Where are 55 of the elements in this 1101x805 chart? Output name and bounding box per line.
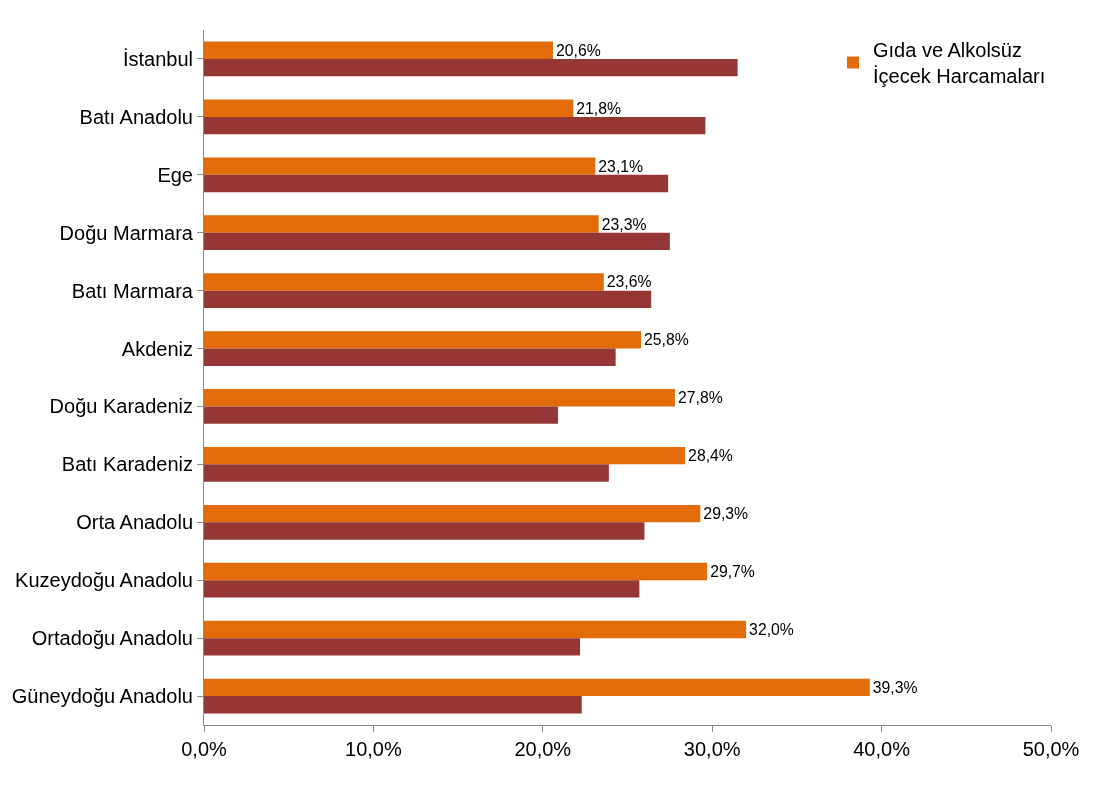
data-label: 27,8% xyxy=(677,389,723,407)
y-tick-label: Ortadoğu Anadolu xyxy=(31,627,193,650)
bar xyxy=(204,638,581,656)
y-tick-label: İstanbul xyxy=(122,47,193,70)
bar xyxy=(204,620,747,639)
bar xyxy=(204,290,652,308)
y-tick-label: Doğu Marmara xyxy=(59,221,194,244)
bar xyxy=(204,348,616,366)
bar xyxy=(204,232,670,251)
bar xyxy=(204,174,669,193)
x-tick-label: 10,0% xyxy=(345,738,402,760)
legend-label: Gıda ve Alkolsüz İçecek Harcamaları xyxy=(873,39,1046,88)
y-tick-label: Akdeniz xyxy=(121,337,193,360)
bar xyxy=(204,157,596,175)
y-tick-label: Batı Anadolu xyxy=(79,105,193,128)
x-tick-label: 0,0% xyxy=(181,738,228,760)
bar xyxy=(204,406,559,424)
bar xyxy=(204,678,870,697)
x-tick-label: 20,0% xyxy=(514,738,572,760)
bar xyxy=(204,447,686,465)
data-label: 20,6% xyxy=(555,41,601,59)
y-tick-label: Güneydoğu Anadolu xyxy=(11,685,193,708)
bar xyxy=(204,389,675,407)
y-tick-label: Kuzeydoğu Anadolu xyxy=(15,569,193,592)
y-tick-label: Batı Karadeniz xyxy=(61,453,193,476)
x-tick-label: 50,0% xyxy=(1022,738,1080,760)
bar xyxy=(204,580,640,598)
bar xyxy=(204,41,553,59)
data-label: 25,8% xyxy=(644,331,689,349)
data-label: 23,3% xyxy=(601,215,647,233)
y-tick-label: Orta Anadolu xyxy=(76,511,193,534)
y-tick-label: Batı Marmara xyxy=(71,279,194,302)
bar xyxy=(204,696,582,714)
y-tick-label: Doğu Karadeniz xyxy=(49,395,193,418)
data-label: 29,7% xyxy=(710,563,755,581)
data-label: 39,3% xyxy=(872,678,918,696)
bar xyxy=(204,273,604,291)
bar xyxy=(204,464,609,482)
data-label: 28,4% xyxy=(688,447,733,465)
bar xyxy=(204,522,645,540)
bar xyxy=(204,99,574,117)
bar xyxy=(204,58,738,77)
y-tick-label: Ege xyxy=(157,163,193,186)
bar xyxy=(204,504,701,523)
bar xyxy=(204,215,599,233)
data-label: 23,1% xyxy=(598,157,644,175)
bar xyxy=(204,562,708,581)
x-tick-label: 40,0% xyxy=(853,738,911,760)
bar xyxy=(204,331,642,349)
x-tick-label: 30,0% xyxy=(683,738,741,760)
data-label: 32,0% xyxy=(749,620,794,638)
data-label: 29,3% xyxy=(703,505,749,523)
data-label: 21,8% xyxy=(576,99,622,117)
bar xyxy=(204,116,706,135)
data-label: 23,6% xyxy=(606,273,652,291)
